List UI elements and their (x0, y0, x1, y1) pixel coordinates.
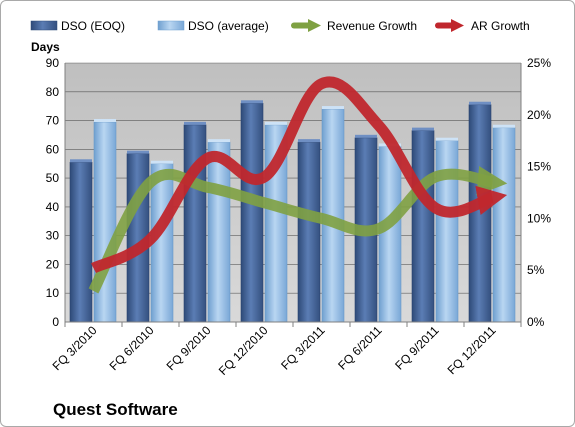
bar-dso-eoq (468, 104, 492, 323)
bar-dso-average-top (151, 160, 173, 164)
x-tick-label: FQ 9/2010 (164, 323, 214, 373)
ar-growth-line (91, 76, 508, 274)
bar-dso-average-top (322, 106, 344, 110)
bar-dso-eoq-top (184, 121, 206, 125)
growth-lines (88, 76, 508, 294)
y-right-tick-label: 15% (527, 160, 551, 174)
y-left-tick-label: 70 (46, 114, 60, 128)
legend: DSO (EOQ) DSO (average) Revenue Growth A… (30, 19, 530, 33)
bar-dso-eoq (183, 124, 207, 323)
x-tick-label: FQ 12/2010 (216, 323, 271, 378)
bar-dso-eoq-top (412, 127, 434, 131)
y-left-tick-label: 80 (46, 85, 60, 99)
y-left-tick-label: 30 (46, 229, 60, 243)
legend-arrow-ar-growth (435, 19, 464, 32)
x-tick-label: FQ 3/2010 (50, 323, 100, 373)
bar-dso-eoq-top (298, 139, 320, 143)
bar-dso-average-top (493, 124, 515, 128)
y-left-tick-label: 40 (46, 200, 60, 214)
bar-dso-average-top (208, 139, 230, 143)
y-right-tick-label: 25% (527, 56, 551, 70)
legend-arrow-revenue-growth (291, 19, 321, 32)
x-tick-label: FQ 6/2010 (107, 323, 157, 373)
y-right-tick-label: 0% (527, 315, 545, 329)
bar-dso-eoq-top (241, 100, 263, 104)
bar-dso-eoq (411, 130, 435, 323)
y-right-ticks: 0% 5% 10% 15% 20% 25% (527, 56, 551, 329)
bar-dso-eoq (69, 161, 93, 323)
bar-dso-average (207, 141, 231, 323)
legend-label-dso-eoq: DSO (EOQ) (61, 19, 125, 33)
bar-dso-average (435, 140, 459, 323)
legend-label-revenue-growth: Revenue Growth (327, 19, 417, 33)
bar-dso-eoq-top (355, 134, 377, 138)
y-left-tick-label: 60 (46, 142, 60, 156)
bar-dso-average (378, 146, 402, 323)
y-right-tick-label: 5% (527, 263, 545, 277)
y-right-tick-label: 20% (527, 108, 551, 122)
y-axis-title: Days (31, 40, 60, 54)
bar-dso-eoq (297, 141, 321, 323)
x-ticks: FQ 3/2010 FQ 6/2010 FQ 9/2010 FQ 12/2010 FQ … (50, 323, 499, 378)
bar-dso-eoq-top (70, 159, 92, 163)
y-right-tick-label: 10% (527, 211, 551, 225)
y-left-ticks: 0 10 20 30 40 50 60 70 80 90 (46, 56, 60, 329)
x-tick-label: FQ 12/2011 (445, 323, 499, 377)
y-left-tick-label: 10 (46, 286, 60, 300)
x-tick-label: FQ 3/2011 (278, 323, 328, 373)
bar-dso-average-top (265, 121, 287, 125)
bar-dso-average-top (436, 137, 458, 141)
bar-dso-eoq-top (469, 101, 491, 105)
axes (64, 63, 522, 327)
y-left-tick-label: 0 (52, 315, 59, 329)
legend-label-dso-average: DSO (average) (188, 19, 269, 33)
bar-dso-eoq-top (127, 150, 149, 154)
bar-dso-average-top (94, 118, 116, 122)
legend-swatch-dso-average (157, 20, 185, 31)
legend-label-ar-growth: AR Growth (471, 19, 530, 33)
x-tick-label: FQ 6/2011 (335, 323, 385, 373)
y-left-tick-label: 20 (46, 257, 60, 271)
x-tick-label: FQ 9/2011 (392, 323, 442, 373)
revenue-growth-line (88, 165, 508, 294)
y-left-tick-label: 90 (46, 56, 60, 70)
company-name: Quest Software (53, 400, 178, 419)
legend-swatch-dso-eoq (30, 20, 58, 31)
bar-dso-average (492, 127, 516, 323)
y-left-tick-label: 50 (46, 171, 60, 185)
bar-dso-eoq (240, 102, 264, 323)
